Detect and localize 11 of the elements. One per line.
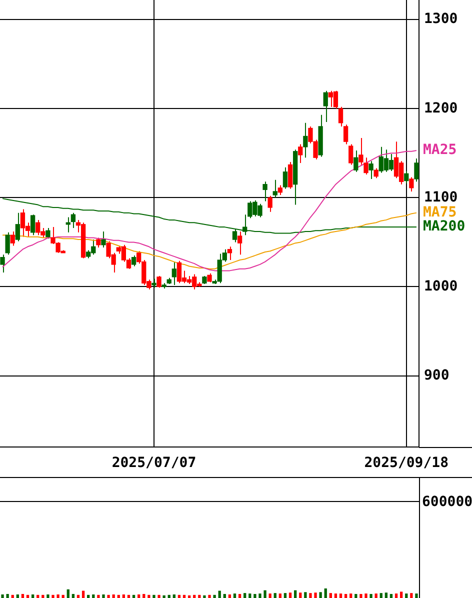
text: 600000: [422, 494, 472, 510]
x-tick-label: 2025/07/07: [112, 455, 196, 472]
y-tick-label: 1200: [424, 100, 458, 116]
x-tick-label: 2025/09/18: [364, 455, 449, 472]
series-label: MA75: [423, 204, 457, 220]
series-label: MA200: [423, 218, 466, 235]
y-tick-label: 1100: [424, 189, 458, 206]
y-tick-label: 900: [424, 367, 450, 384]
y-tick-label: 1300: [424, 11, 458, 28]
y-tick-label: 1000: [424, 278, 458, 294]
series-label: MA25: [423, 142, 457, 158]
